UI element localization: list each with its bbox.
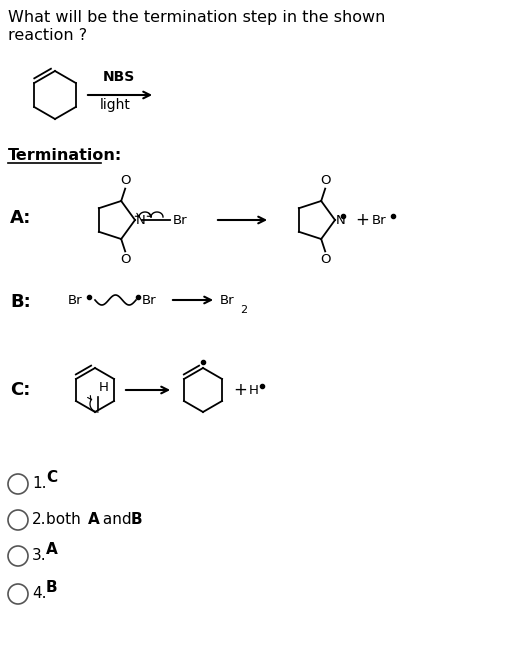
Text: H: H [99,381,109,394]
Text: 1.: 1. [32,476,47,492]
Text: Br: Br [142,293,156,307]
Circle shape [8,546,28,566]
Text: 2: 2 [240,305,247,315]
Circle shape [8,584,28,604]
Text: O: O [120,253,130,266]
Text: Br: Br [173,213,188,227]
Text: A: A [46,542,58,557]
Circle shape [8,474,28,494]
Text: 3.: 3. [32,548,47,564]
Text: N: N [336,213,346,227]
Text: C: C [46,470,57,485]
Text: A:: A: [10,209,31,227]
Text: O: O [320,253,330,266]
Text: Termination:: Termination: [8,148,122,163]
Text: A: A [88,512,100,528]
Text: reaction ?: reaction ? [8,28,87,43]
Text: Br: Br [372,213,387,227]
Text: Br: Br [220,293,234,307]
Text: both: both [46,512,86,528]
Text: and: and [98,512,136,528]
Text: O: O [120,173,130,187]
Text: +: + [233,381,247,399]
Text: +: + [355,211,369,229]
Text: H: H [249,384,259,396]
Text: NBS: NBS [103,70,135,84]
Circle shape [8,510,28,530]
Text: B: B [131,512,143,528]
Text: 4.: 4. [32,586,47,602]
Text: B: B [46,580,57,595]
Text: B:: B: [10,293,31,311]
Text: What will be the termination step in the shown: What will be the termination step in the… [8,10,385,25]
Text: Br: Br [68,293,83,307]
Text: O: O [320,173,330,187]
Text: 2.: 2. [32,512,47,528]
Text: N: N [136,213,146,227]
Text: light: light [100,98,131,112]
Text: C:: C: [10,381,30,399]
